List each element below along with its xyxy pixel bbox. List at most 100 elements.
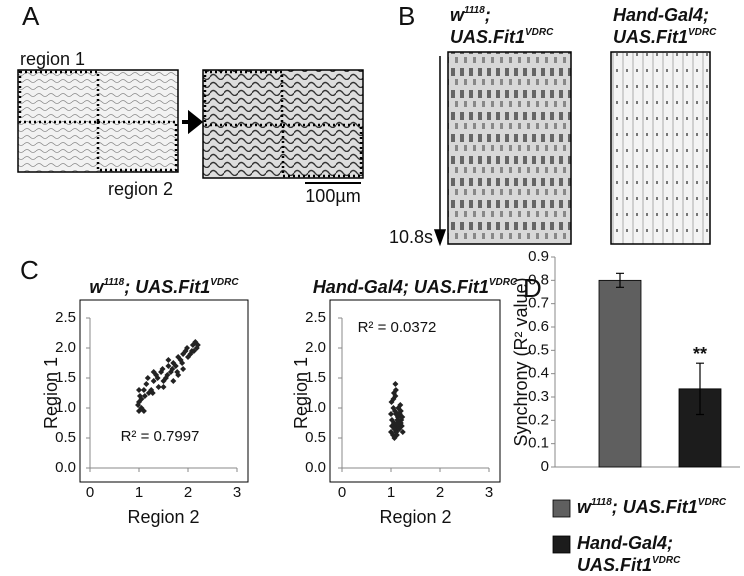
legend-swatch [552, 535, 571, 554]
error-bar [616, 272, 624, 288]
y-tick-label: 0.3 [528, 388, 549, 405]
point [135, 402, 142, 408]
y-tick-label: 1.5 [305, 369, 326, 386]
point [399, 429, 406, 435]
region-label: region 1 [20, 49, 85, 69]
region-label: region 2 [108, 179, 173, 199]
panel-label: A [22, 1, 40, 31]
point [143, 381, 150, 387]
point [390, 390, 397, 396]
point [395, 405, 402, 411]
superscript: 1118 [464, 5, 485, 16]
point [144, 375, 151, 381]
point [390, 396, 397, 402]
point [170, 378, 177, 384]
rich-text: Hand-Gal4; UAS.Fit1VDRC [313, 277, 518, 297]
point [397, 420, 404, 426]
y-tick-label: 0.7 [528, 295, 549, 312]
point [179, 360, 186, 366]
time-arrow [433, 56, 447, 247]
point [391, 408, 398, 414]
superscript: 1118 [591, 497, 612, 508]
text-part: ; UAS.Fit1 [124, 277, 210, 297]
point [396, 426, 403, 432]
point [193, 345, 200, 351]
y-tick-label: 0 [541, 458, 549, 475]
x-tick-label: 0 [86, 484, 94, 501]
point [393, 420, 400, 426]
y-tick-label: 1.0 [305, 399, 326, 416]
x-tick-label: 0 [338, 484, 346, 501]
x-axis-label: Region 2 [127, 507, 199, 527]
y-tick-label: 0.2 [528, 411, 549, 428]
superscript: VDRC [489, 277, 518, 288]
point [138, 396, 145, 402]
plot-frame [79, 299, 249, 483]
y-axis-label: Synchrony (R² value) [511, 277, 531, 446]
arrow [182, 109, 204, 135]
y-tick-label: 0.1 [528, 435, 549, 452]
y-tick-label: 2.0 [55, 339, 76, 356]
point [180, 366, 187, 372]
rich-text: UAS.Fit1VDRC [450, 27, 554, 47]
point [140, 408, 147, 414]
point [175, 372, 182, 378]
kymograph [447, 51, 572, 245]
text-part: Hand-Gal4; [613, 5, 709, 25]
y-tick-label: 2.0 [305, 339, 326, 356]
superscript: VDRC [525, 27, 554, 38]
point [388, 411, 394, 417]
y-tick-label: 0.8 [528, 271, 549, 288]
point [391, 426, 398, 432]
x-axis-label: Region 2 [379, 507, 451, 527]
text-part: UAS.Fit1 [613, 27, 688, 47]
text-part: Hand-Gal4; UAS.Fit1 [313, 277, 489, 297]
rich-text: Hand-Gal4; [577, 533, 673, 553]
point [165, 357, 172, 363]
y-tick-label: 0.0 [305, 459, 326, 476]
panel-label: B [398, 1, 415, 31]
superscript: VDRC [652, 555, 681, 566]
point [164, 372, 171, 378]
legend-swatch [552, 499, 571, 518]
scale-label: 100µm [305, 186, 360, 206]
panel-label: D [523, 273, 542, 303]
y-tick-label: 1.0 [55, 399, 76, 416]
point [149, 390, 156, 396]
point [159, 366, 166, 372]
plot-frame [329, 299, 501, 483]
point [155, 384, 162, 390]
x-tick-label: 2 [184, 484, 192, 501]
superscript: VDRC [698, 497, 727, 508]
panel-label: C [20, 255, 39, 285]
point [140, 387, 147, 393]
point [160, 384, 167, 390]
x-tick-label: 3 [233, 484, 241, 501]
superscript: 1118 [103, 277, 124, 288]
y-tick-label: 0.4 [528, 365, 549, 382]
point [396, 411, 403, 417]
point [136, 387, 142, 393]
point [169, 366, 176, 372]
text-part: Hand-Gal4; [577, 533, 673, 553]
point [150, 378, 157, 384]
rich-text: w1118; UAS.Fit1VDRC [577, 497, 727, 517]
kymograph [610, 51, 711, 245]
text-part: w [450, 5, 465, 25]
y-axis-label: Region 1 [291, 357, 311, 429]
point [392, 381, 399, 387]
point [165, 363, 172, 369]
y-axis-label: Region 1 [41, 357, 61, 429]
annotation: ** [693, 344, 707, 364]
point [150, 369, 157, 375]
text-part: UAS.Fit1 [450, 27, 525, 47]
time-label: 10.8s [389, 227, 433, 247]
superscript: VDRC [688, 27, 717, 38]
point [154, 375, 161, 381]
y-tick-label: 0.5 [528, 341, 549, 358]
text-part: w [89, 277, 104, 297]
y-tick-label: 1.5 [55, 369, 76, 386]
text-part: UAS.Fit1 [577, 555, 652, 575]
y-tick-label: 0.6 [528, 318, 549, 335]
